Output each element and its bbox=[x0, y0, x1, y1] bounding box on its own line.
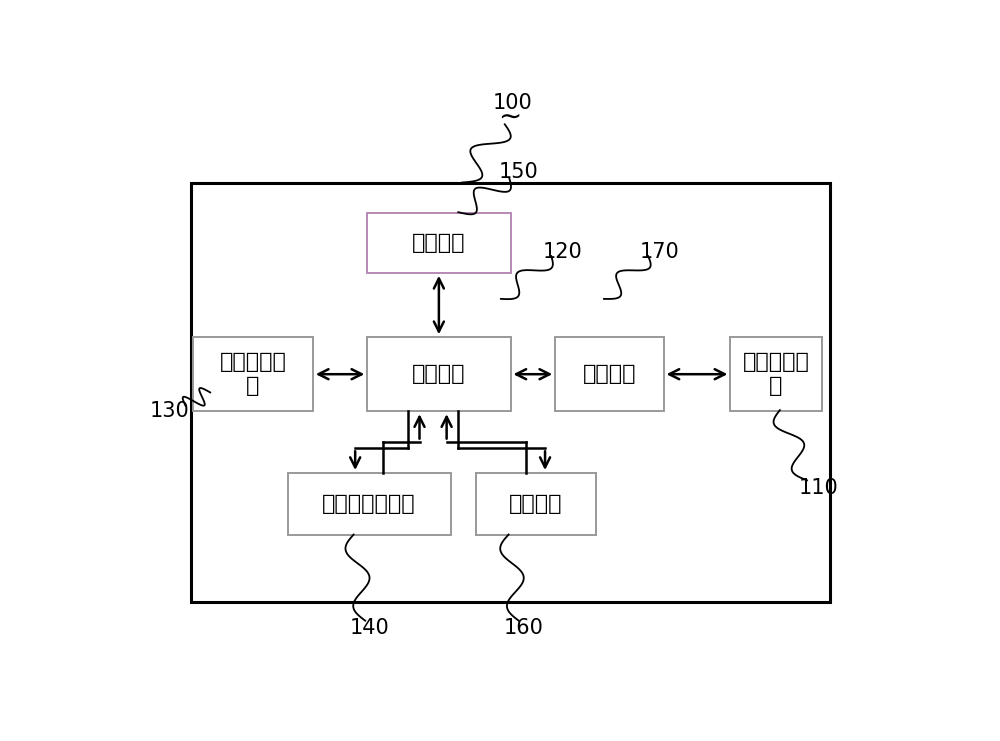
Text: 120: 120 bbox=[543, 242, 583, 262]
Text: 通信模块: 通信模块 bbox=[583, 365, 636, 384]
Text: 130: 130 bbox=[150, 402, 190, 422]
Text: 支付单元: 支付单元 bbox=[412, 233, 466, 253]
Text: 140: 140 bbox=[349, 618, 389, 638]
Bar bbox=[191, 183, 830, 602]
Bar bbox=[288, 473, 450, 534]
Text: 160: 160 bbox=[504, 618, 544, 638]
Bar bbox=[367, 337, 511, 411]
Text: 二维码扫描单元: 二维码扫描单元 bbox=[322, 494, 416, 514]
Bar bbox=[476, 473, 596, 534]
Text: 控制单元: 控制单元 bbox=[412, 365, 466, 384]
Text: 订单系统主
机: 订单系统主 机 bbox=[743, 352, 809, 396]
Bar bbox=[193, 337, 313, 411]
Text: 触屏显示单
元: 触屏显示单 元 bbox=[219, 352, 286, 396]
Text: 存储单元: 存储单元 bbox=[509, 494, 562, 514]
Text: ∼: ∼ bbox=[498, 102, 521, 130]
Text: 100: 100 bbox=[493, 93, 532, 113]
Bar bbox=[555, 337, 664, 411]
Text: 150: 150 bbox=[499, 162, 539, 182]
Text: 170: 170 bbox=[640, 242, 680, 262]
Bar bbox=[730, 337, 822, 411]
Text: 110: 110 bbox=[799, 479, 838, 498]
Bar bbox=[367, 213, 511, 273]
